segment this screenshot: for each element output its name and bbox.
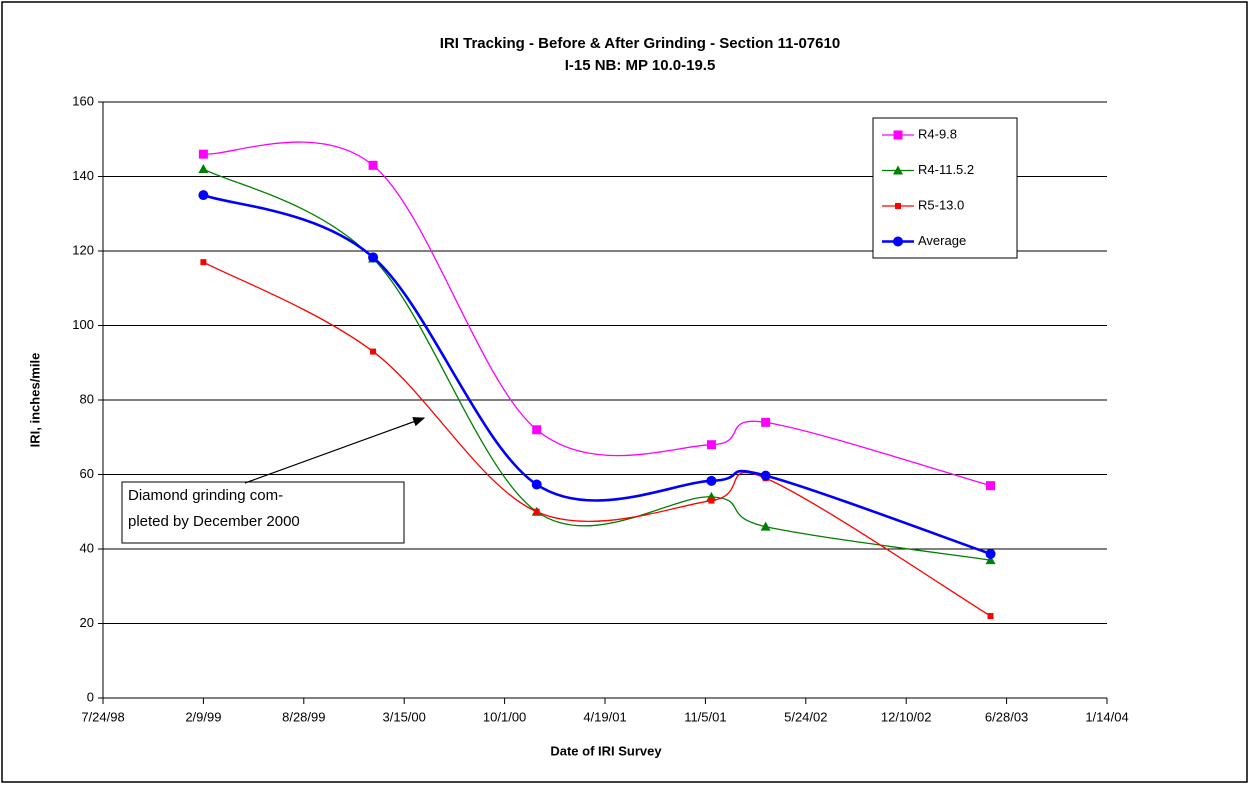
annotation-text: pleted by December 2000 <box>128 513 300 530</box>
chart-title: IRI Tracking - Before & After Grinding -… <box>440 35 840 52</box>
marker <box>760 521 771 531</box>
y-tick-label: 0 <box>87 689 94 704</box>
marker <box>893 236 903 247</box>
marker <box>368 252 379 263</box>
x-tick-label: 11/5/01 <box>684 709 726 724</box>
y-tick-label: 100 <box>72 317 94 332</box>
series-line <box>203 168 991 561</box>
marker <box>370 348 377 355</box>
y-tick-label: 20 <box>80 615 94 630</box>
x-tick-label: 1/14/04 <box>1085 709 1128 724</box>
marker <box>760 470 771 481</box>
y-tick-label: 140 <box>72 168 94 183</box>
y-tick-label: 120 <box>72 242 94 257</box>
x-tick-label: 5/24/02 <box>784 709 827 724</box>
x-tick-label: 8/28/99 <box>282 709 325 724</box>
y-tick-label: 80 <box>80 391 94 406</box>
marker <box>706 440 716 450</box>
legend-label: Average <box>918 233 966 248</box>
y-axis-label: IRI, inches/mile <box>27 353 42 448</box>
series-line <box>203 261 991 617</box>
marker <box>893 165 903 175</box>
marker <box>198 190 209 201</box>
marker <box>985 555 996 565</box>
marker <box>987 613 994 620</box>
y-tick-label: 40 <box>80 540 94 555</box>
x-axis-label: Date of IRI Survey <box>550 743 662 758</box>
marker <box>893 130 903 140</box>
marker <box>200 259 207 266</box>
marker <box>198 149 208 159</box>
marker <box>986 481 996 491</box>
x-tick-label: 10/1/00 <box>483 709 526 724</box>
x-tick-label: 3/15/00 <box>383 709 426 724</box>
x-tick-label: 12/10/02 <box>881 709 932 724</box>
marker <box>533 508 540 515</box>
marker <box>368 160 378 170</box>
legend-entries: R4-9.8 R4-11.5.2 R5-13.0 Average <box>882 126 974 248</box>
chart-subtitle: I-15 NB: MP 10.0-19.5 <box>565 57 716 74</box>
marker <box>198 164 209 174</box>
annotation-arrow <box>244 417 426 484</box>
x-tick-label: 7/24/98 <box>81 709 124 724</box>
legend-label: R4-11.5.2 <box>918 162 974 177</box>
x-tick-label: 2/9/99 <box>185 709 221 724</box>
legend-label: R4-9.8 <box>918 126 957 141</box>
marker <box>706 475 717 486</box>
marker <box>532 425 542 435</box>
y-tick-label: 60 <box>80 466 94 481</box>
marker <box>708 497 715 504</box>
plot-area: 0 20 40 60 80 100 120 140 160 7/24/98 2/9/99 8/28/9… <box>72 93 1128 724</box>
series-line <box>202 193 991 556</box>
legend-label: R5-13.0 <box>918 197 964 212</box>
annotation-text: Diamond grinding com- <box>128 487 283 504</box>
marker <box>761 417 771 427</box>
y-tick-label: 160 <box>72 93 94 108</box>
series-line <box>203 141 991 487</box>
legend <box>872 117 1018 259</box>
x-tick-label: 4/19/01 <box>583 709 626 724</box>
x-tick-label: 6/28/03 <box>985 709 1028 724</box>
marker <box>895 203 901 209</box>
marker <box>531 479 542 490</box>
marker <box>985 548 996 559</box>
annotation-box <box>121 481 405 544</box>
